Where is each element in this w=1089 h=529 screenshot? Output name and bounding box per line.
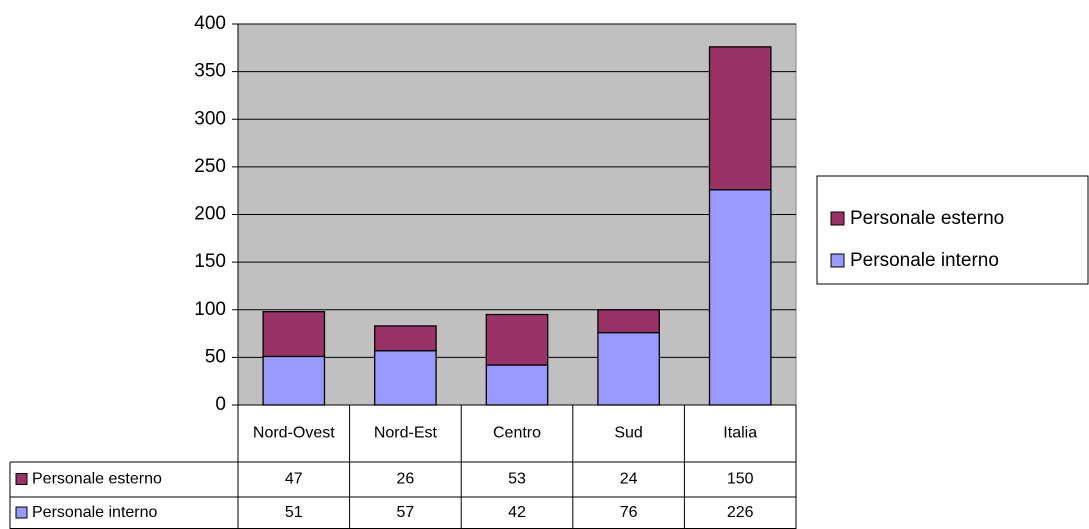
x-tick-label: Italia <box>723 425 757 442</box>
y-tick-label: 300 <box>194 108 226 129</box>
legend-label: Personale esterno <box>850 208 1004 229</box>
table-legend-key <box>15 506 28 519</box>
y-tick-label: 0 <box>215 394 226 415</box>
bar-segment <box>708 189 772 406</box>
y-tick-label: 350 <box>194 61 226 82</box>
table-cell: 53 <box>508 471 526 488</box>
y-tick-label: 100 <box>194 299 226 320</box>
table-cell: 47 <box>285 471 303 488</box>
table-legend-key <box>15 473 28 485</box>
bar-segment <box>597 331 660 406</box>
table-cell: 150 <box>727 471 754 488</box>
bar-segment <box>262 355 326 406</box>
legend-key <box>830 211 845 226</box>
table-cell: 226 <box>727 504 754 521</box>
table-row-label: Personale interno <box>32 504 158 521</box>
table-cell: 51 <box>285 504 303 521</box>
bar-segment <box>708 46 772 191</box>
y-tick-label: 400 <box>194 13 226 34</box>
legend-key <box>830 253 845 268</box>
table-cell: 76 <box>620 504 638 521</box>
x-tick-label: Sud <box>614 425 642 442</box>
table-row-label: Personale esterno <box>32 471 162 488</box>
y-tick-label: 150 <box>194 251 226 272</box>
table-cell: 24 <box>620 471 638 488</box>
legend-label: Personale interno <box>850 250 999 271</box>
table-cell: 57 <box>397 504 415 521</box>
y-tick-label: 250 <box>194 156 226 177</box>
x-tick-label: Nord-Ovest <box>253 425 335 442</box>
bar-segment <box>597 309 660 334</box>
table-cell: 26 <box>397 471 415 488</box>
bar-segment <box>374 325 437 352</box>
y-tick-label: 200 <box>194 204 226 225</box>
table-cell: 42 <box>508 504 526 521</box>
bar-segment <box>374 350 437 406</box>
bar-segment <box>262 311 326 358</box>
bar-segment <box>485 364 549 406</box>
x-tick-label: Nord-Est <box>374 425 438 442</box>
bar-segment <box>485 313 549 366</box>
legend-box <box>816 175 1089 285</box>
x-tick-label: Centro <box>493 425 541 442</box>
y-tick-label: 50 <box>205 346 226 367</box>
